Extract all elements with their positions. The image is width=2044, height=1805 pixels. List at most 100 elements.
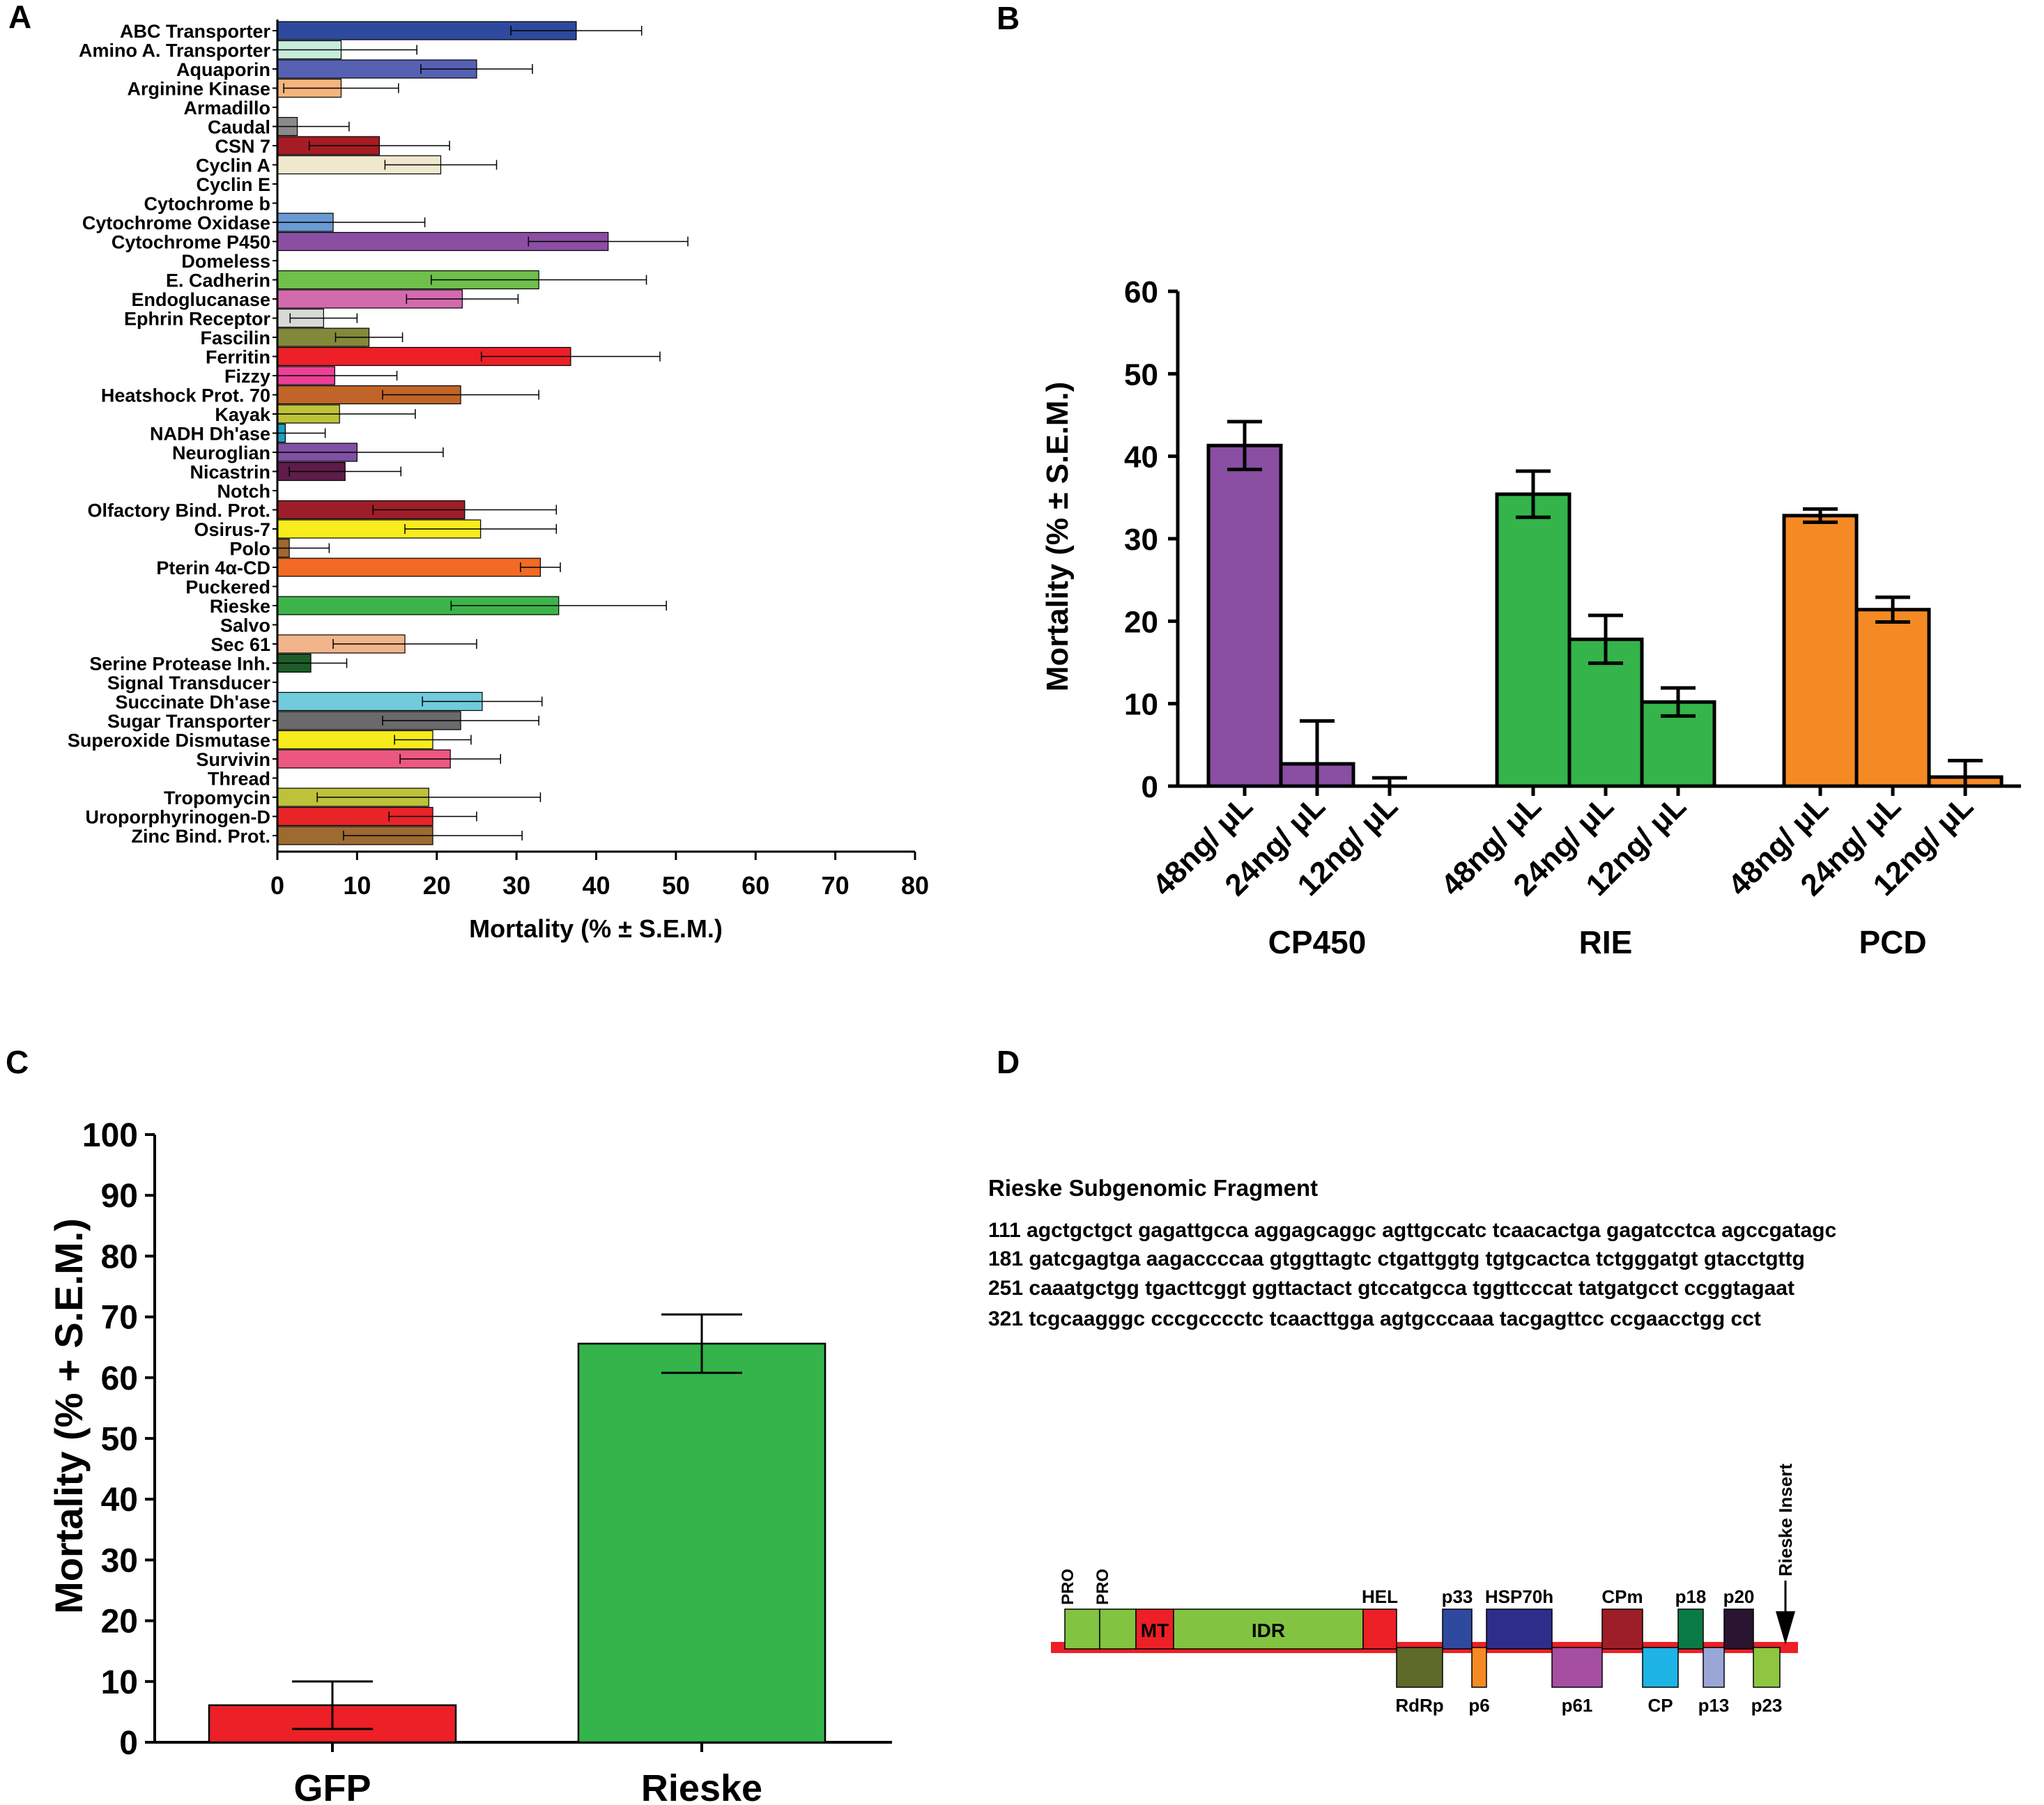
sequence-line: 111 agctgctgct gagattgcca aggagcaggc agt…: [988, 1219, 1836, 1242]
genome-block-label: IDR: [1252, 1620, 1285, 1641]
genome-gene-label: CP: [1647, 1695, 1673, 1716]
genome-gene-label: HEL: [1362, 1586, 1398, 1607]
panel-c-bars: GFP Rieske: [208, 1313, 827, 1805]
genome-block: [1486, 1608, 1553, 1650]
category-label: Arginine Kinase: [127, 79, 270, 100]
category-label: CSN 7: [215, 136, 270, 157]
category-label: Pterin 4α-CD: [156, 558, 270, 578]
x-tick-label: 20: [423, 871, 451, 900]
y-tick-label: 100: [82, 1117, 138, 1154]
genome-gene-label: p6: [1468, 1695, 1489, 1716]
group-label: RIE: [1579, 924, 1633, 960]
y-tick-label: 20: [101, 1604, 138, 1641]
category-label: Kayak: [215, 404, 271, 425]
genome-gene-label: HSP70h: [1485, 1586, 1553, 1607]
genome-block: [1135, 1608, 1174, 1650]
genome-block: [1601, 1608, 1643, 1650]
category-label: GFP: [293, 1767, 371, 1805]
y-tick-label: 0: [1142, 770, 1158, 804]
panel-a-error-bars: [277, 26, 689, 840]
genome-block: [1753, 1647, 1781, 1688]
panel-a-label: A: [8, 0, 31, 35]
y-tick-label: 50: [1124, 358, 1158, 392]
x-tick-label: 40: [582, 871, 610, 900]
x-tick-label: 70: [822, 871, 850, 900]
category-label: Caudal: [208, 117, 270, 138]
genome-block: [1064, 1608, 1100, 1650]
genome-block: [1362, 1608, 1397, 1650]
sequence-line: 181 gatcgagtga aagaccccaa gtggttagtc ctg…: [988, 1247, 1805, 1270]
category-label: Ephrin Receptor: [124, 309, 271, 330]
category-label: Rieske: [641, 1767, 762, 1805]
category-label: Polo: [230, 539, 271, 560]
category-label: Osirus-7: [194, 519, 270, 540]
panel-b-label: B: [997, 0, 1020, 36]
category-label: Armadillo: [183, 98, 270, 118]
category-label: Survivin: [196, 749, 270, 770]
genome-block: [1703, 1647, 1725, 1688]
category-label: Sugar Transporter: [107, 711, 271, 732]
category-label: Cytochrome P450: [112, 232, 270, 253]
genome-gene-label: RdRp: [1395, 1695, 1443, 1716]
category-label: Olfactory Bind. Prot.: [87, 500, 270, 521]
category-label: Heatshock Prot. 70: [101, 385, 270, 406]
category-label: Ferritin: [206, 347, 270, 368]
category-label: Cytochrome Oxidase: [82, 213, 270, 233]
genome-block-label: MT: [1141, 1620, 1169, 1641]
insert-arrow-icon: [1776, 1611, 1795, 1645]
category-label: Sec 61: [210, 634, 270, 655]
genome-gene-label: p23: [1751, 1695, 1783, 1716]
panel-c-y-ticks: 0 10 20 30 40 50 60 70 80 90 100: [82, 1117, 155, 1762]
genome-gene-label: CPm: [1601, 1586, 1643, 1607]
panel-a-x-label: Mortality (% ± S.E.M.): [469, 914, 723, 943]
panel-b-y-ticks: 0 10 20 30 40 50 60: [1124, 275, 1178, 804]
genome-block: [1471, 1647, 1487, 1688]
group-label: PCD: [1859, 924, 1926, 960]
genome-gene-label: p61: [1562, 1695, 1593, 1716]
category-label: Superoxide Dismutase: [68, 730, 270, 751]
genome-gene-label: p20: [1723, 1586, 1755, 1607]
y-tick-label: 30: [1124, 523, 1158, 557]
category-label: Aquaporin: [176, 59, 270, 80]
category-label: Tropomycin: [164, 788, 270, 808]
category-label: Serine Protease Inh.: [89, 654, 270, 675]
panel-a-bars: [277, 21, 609, 845]
y-tick-label: 40: [1124, 440, 1158, 475]
group-label: CP450: [1268, 924, 1367, 960]
x-tick-label: 30: [502, 871, 530, 900]
category-label: Fascilin: [200, 328, 270, 348]
category-label: Amino A. Transporter: [79, 40, 271, 61]
sequence-line: 321 tcgcaagggc cccgcccctc tcaacttgga agt…: [988, 1307, 1761, 1330]
sequence-title: Rieske Subgenomic Fragment: [988, 1175, 1318, 1201]
y-tick-label: 0: [119, 1725, 138, 1762]
panel-c: C 0 10 20 30 40 50 60 70 80 90 100 GFP Rieske Morta…: [6, 1044, 892, 1805]
y-tick-label: 80: [101, 1238, 138, 1275]
category-label: Cytochrome b: [144, 194, 270, 215]
y-tick-label: 10: [101, 1664, 138, 1701]
x-tick-label: 80: [901, 871, 929, 900]
genome-gene-label: p18: [1675, 1586, 1707, 1607]
category-label: NADH Dh'ase: [150, 424, 270, 445]
genome-block: [1442, 1608, 1473, 1650]
category-label: Rieske: [210, 596, 270, 617]
genome-gene-label: PRO: [1059, 1569, 1077, 1605]
panel-b-y-label: Mortality (% ± S.E.M.): [1040, 382, 1075, 692]
genome-block: [1677, 1608, 1704, 1650]
genome-block: [1396, 1647, 1443, 1688]
genome-gene-label: p13: [1698, 1695, 1730, 1716]
category-label: Fizzy: [224, 366, 270, 387]
y-tick-label: 60: [101, 1360, 138, 1397]
x-tick-label: 0: [270, 871, 284, 900]
category-label: Signal Transducer: [107, 673, 271, 693]
category-label: Uroporphyrinogen-D: [86, 807, 270, 828]
category-label: ABC Transporter: [120, 21, 271, 42]
category-label: Cyclin A: [196, 155, 270, 176]
genome-block: [1099, 1608, 1137, 1650]
genome-block: [1173, 1608, 1364, 1650]
x-tick-label: 50: [662, 871, 690, 900]
panel-b-group-labels: CP450 RIE PCD: [1268, 924, 1927, 960]
panel-b-bars: [1206, 420, 2004, 796]
